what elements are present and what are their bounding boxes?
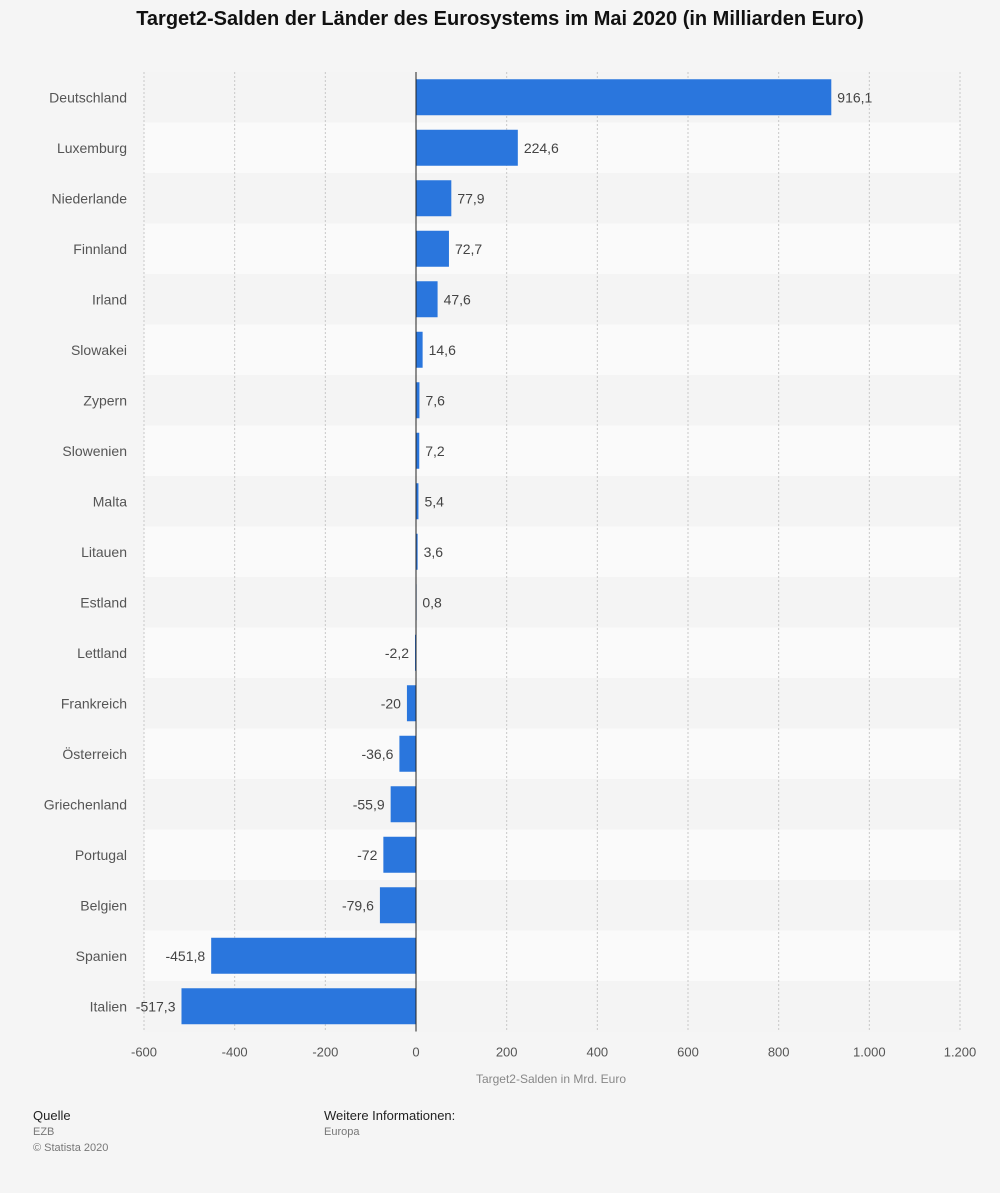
row-band (144, 122, 960, 173)
chart-title: Target2-Salden der Länder des Eurosystem… (136, 8, 864, 30)
info-link[interactable]: Europa (324, 1126, 360, 1138)
bar (181, 988, 416, 1025)
category-label: Deutschland (49, 89, 127, 105)
row-band (144, 829, 960, 880)
bar (416, 79, 832, 116)
value-labels: 916,1 224,6 77,9 72,7 47,6 14,6 7,6 7,2 5,4 3,6 0,… (136, 89, 873, 1014)
bar (399, 735, 416, 772)
value-label: 5,4 (424, 493, 444, 509)
category-label: Slowenien (62, 443, 127, 459)
bar (416, 281, 438, 318)
row-band (144, 728, 960, 779)
category-label: Malta (93, 493, 127, 509)
value-label: 14,6 (429, 342, 456, 358)
category-label: Lettland (77, 645, 127, 661)
row-band (144, 627, 960, 678)
bar (416, 432, 420, 469)
value-label: 7,6 (425, 392, 445, 408)
bar (390, 786, 416, 823)
bar-chart: Deutschland Luxemburg Niederlande Finnland I… (44, 72, 976, 1086)
row-band (144, 779, 960, 830)
bar (416, 533, 418, 570)
category-label: Irland (92, 291, 127, 307)
value-label: -2,2 (385, 645, 409, 661)
x-tick-label: 600 (677, 1045, 699, 1060)
x-tick-label: -200 (312, 1045, 338, 1060)
bar (383, 836, 416, 873)
bar (416, 180, 452, 217)
row-band (144, 577, 960, 628)
x-tick-label: -600 (131, 1045, 157, 1060)
category-label: Finnland (73, 241, 127, 257)
category-label: Slowakei (71, 342, 127, 358)
info-block: Weitere Informationen: Europa (324, 1108, 455, 1140)
x-tick-label: 400 (586, 1045, 608, 1060)
value-label: -517,3 (136, 998, 176, 1014)
bar (416, 331, 423, 368)
category-label: Portugal (75, 847, 127, 863)
x-tick-label: 800 (768, 1045, 790, 1060)
bar (416, 483, 419, 520)
value-label: 77,9 (457, 190, 484, 206)
bar (406, 685, 416, 722)
value-label: -36,6 (361, 746, 393, 762)
x-tick-label: 1.200 (944, 1045, 977, 1060)
bar (416, 129, 518, 166)
bar (416, 230, 449, 267)
value-label: -451,8 (165, 948, 205, 964)
x-axis-label: Target2-Salden in Mrd. Euro (476, 1072, 626, 1086)
x-tick-label: 0 (412, 1045, 419, 1060)
row-band (144, 324, 960, 375)
row-band (144, 476, 960, 527)
value-label: 916,1 (837, 89, 872, 105)
value-label: 7,2 (425, 443, 445, 459)
value-label: -72 (357, 847, 377, 863)
category-label: Estland (80, 594, 127, 610)
x-tick-label: 200 (496, 1045, 518, 1060)
info-heading: Weitere Informationen: (324, 1108, 456, 1123)
x-tick-label: -400 (222, 1045, 248, 1060)
category-label: Luxemburg (57, 140, 127, 156)
row-band (144, 425, 960, 476)
row-band (144, 880, 960, 931)
value-label: 224,6 (524, 140, 559, 156)
source-heading: Quelle (33, 1108, 71, 1123)
row-band (144, 274, 960, 325)
category-label: Österreich (62, 745, 127, 762)
row-band (144, 223, 960, 274)
value-label: 0,8 (422, 594, 442, 610)
category-label: Litauen (81, 544, 127, 560)
value-label: -79,6 (342, 897, 374, 913)
x-axis-ticks: -600 -400 -200 0 200 400 600 800 1.000 1.200 (131, 1045, 976, 1060)
category-label: Belgien (80, 897, 127, 913)
category-label: Spanien (76, 948, 127, 964)
bar (379, 887, 416, 924)
category-label: Niederlande (52, 190, 128, 206)
category-label: Zypern (83, 392, 127, 408)
category-label: Frankreich (61, 695, 127, 711)
value-label: -20 (381, 695, 401, 711)
category-label: Italien (90, 998, 127, 1014)
row-bands (144, 72, 960, 1032)
value-label: 72,7 (455, 241, 482, 257)
category-label: Griechenland (44, 796, 127, 812)
category-labels: Deutschland Luxemburg Niederlande Finnland I… (44, 89, 127, 1014)
bar (211, 937, 416, 974)
source-text: EZB (33, 1126, 55, 1138)
row-band (144, 678, 960, 729)
value-label: -55,9 (353, 796, 385, 812)
value-label: 3,6 (424, 544, 444, 560)
row-band (144, 173, 960, 224)
bars (181, 79, 832, 1025)
row-band (144, 375, 960, 426)
copyright-text: © Statista 2020 (33, 1142, 109, 1154)
row-band (144, 526, 960, 577)
source-block: Quelle EZB © Statista 2020 (33, 1108, 108, 1156)
value-label: 47,6 (444, 291, 471, 307)
bar (416, 382, 420, 419)
x-tick-label: 1.000 (853, 1045, 886, 1060)
